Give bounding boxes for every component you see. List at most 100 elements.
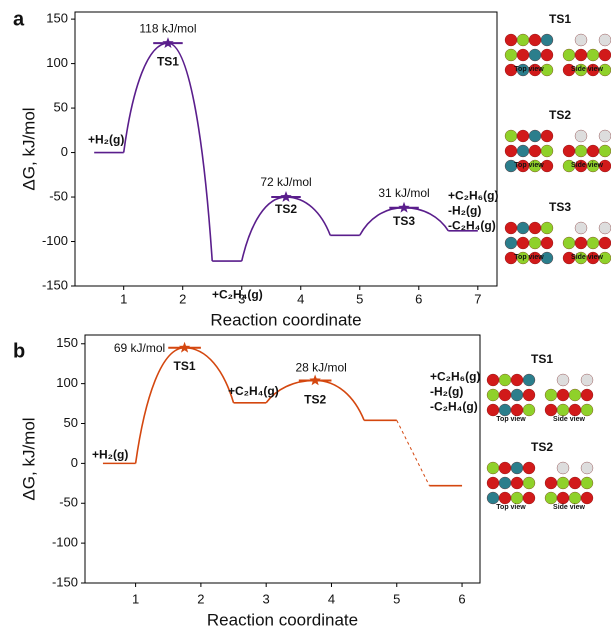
atom [540,63,554,77]
atom [586,144,600,158]
atom [586,236,600,250]
atom [504,236,518,250]
atom [522,491,536,505]
atom [568,388,582,402]
panel-label: a [13,8,25,30]
atom [580,403,594,417]
atom [580,388,594,402]
view-label: Top view [514,66,544,73]
ts-star [398,201,410,213]
atom [568,491,582,505]
x-tick-label: 6 [458,591,465,606]
atom [528,236,542,250]
atom [528,144,542,158]
atom [504,48,518,62]
atom [598,63,611,77]
x-axis-label: Reaction coordinate [207,610,358,629]
ts-label: TS2 [304,393,326,407]
atom [522,461,536,475]
view-label: Side view [571,66,603,73]
atom [568,403,582,417]
ts-label: TS1 [174,359,196,373]
atom [556,388,570,402]
y-tick-label: -50 [49,188,68,203]
structure-title: TS1 [549,12,571,26]
atom [540,159,554,173]
atom [580,461,594,475]
atom [586,48,600,62]
atom [540,129,554,143]
atom [498,491,512,505]
view-label: Top view [514,254,544,261]
y-tick-label: 0 [71,455,78,470]
atom [544,403,558,417]
atom [498,461,512,475]
y-tick-label: -150 [52,574,78,589]
atom [598,33,611,47]
panel-label: b [13,340,25,362]
species-label: +C₂H₄(g) [228,384,279,398]
y-tick-label: 100 [46,55,68,70]
atom [540,221,554,235]
atom [522,476,536,490]
x-tick-label: 7 [474,291,481,306]
atom [504,221,518,235]
ts-label: TS2 [275,202,297,216]
species-label: -C₂H₄(g) [448,218,496,232]
atom [568,476,582,490]
barrier-label: 118 kJ/mol [139,21,196,35]
energy-line [122,42,169,153]
atom [486,461,500,475]
view-label: Side view [553,504,585,511]
barrier-label: 72 kJ/mol [260,175,311,189]
atom [540,251,554,265]
atom [574,129,588,143]
species-label: -H₂(g) [430,384,463,398]
view-label: Top view [514,162,544,169]
x-tick-label: 4 [297,291,304,306]
atom [598,129,611,143]
structure-title: TS2 [531,440,553,454]
atom [516,236,530,250]
atom [574,33,588,47]
y-tick-label: -100 [52,535,78,550]
atom [528,129,542,143]
atom [486,491,500,505]
y-tick-label: 100 [56,375,78,390]
atom [540,144,554,158]
view-label: Side view [571,254,603,261]
atom [598,236,611,250]
plot-frame [74,11,498,287]
atom [556,491,570,505]
atom [498,373,512,387]
species-label: +H₂(g) [88,133,124,147]
y-tick-label: -50 [59,495,78,510]
atom [574,144,588,158]
atom [574,236,588,250]
y-tick-label: 150 [46,11,68,26]
atom [598,221,611,235]
atom [540,33,554,47]
atom [540,48,554,62]
structure-title: TS2 [549,108,571,122]
atom [516,221,530,235]
y-axis-label: ΔG, kJ/mol [19,107,38,190]
ts-star [178,341,191,353]
y-tick-label: -100 [42,233,68,248]
atom [574,48,588,62]
atom [528,221,542,235]
species-label: +C₂H₄(g) [212,287,263,301]
structure-title: TS3 [549,200,571,214]
barrier-label: 28 kJ/mol [295,361,346,375]
atom [522,373,536,387]
x-tick-label: 1 [120,291,127,306]
atom [510,388,524,402]
y-tick-label: 0 [61,144,68,159]
species-label: -C₂H₄(g) [430,399,478,413]
atom [510,461,524,475]
atom [510,476,524,490]
view-label: Top view [496,416,526,423]
atom [528,48,542,62]
atom [580,373,594,387]
